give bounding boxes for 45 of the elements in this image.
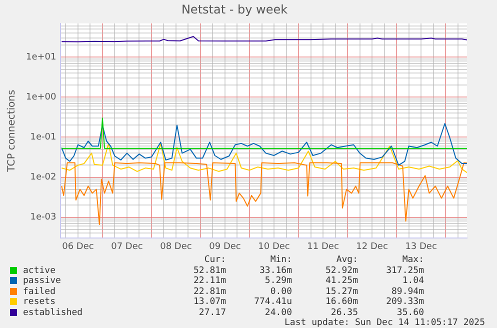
text: 5.29m bbox=[264, 276, 292, 286]
text: 24.00 bbox=[264, 308, 292, 318]
y-tick-label: 1e+01 bbox=[26, 52, 56, 63]
text: 0.00 bbox=[269, 286, 292, 297]
x-tick-label: 10 Dec bbox=[258, 242, 290, 252]
text: 209.33m bbox=[385, 297, 424, 308]
text: 317.25m bbox=[385, 266, 424, 276]
y-tick-label: 1e-02 bbox=[30, 172, 56, 183]
y-tick-label: 1e-03 bbox=[30, 212, 56, 223]
text: 41.25m bbox=[324, 276, 358, 286]
text: Avg: bbox=[335, 255, 358, 266]
text: 52.81m bbox=[192, 266, 226, 276]
text: 26.35 bbox=[330, 308, 358, 318]
y-tick-label: 1e+00 bbox=[26, 92, 57, 103]
text: Cur: bbox=[203, 255, 226, 266]
chart-title: Netstat - by week bbox=[181, 2, 288, 16]
x-tick-label: 08 Dec bbox=[160, 242, 192, 252]
text: 52.92m bbox=[324, 266, 358, 276]
x-tick-label: 11 Dec bbox=[307, 242, 339, 252]
text: 1.04 bbox=[401, 276, 424, 286]
x-tick-label: 06 Dec bbox=[62, 242, 94, 252]
legend-label: resets bbox=[22, 297, 57, 308]
legend-label: passive bbox=[22, 276, 62, 286]
text: 13.07m bbox=[192, 297, 226, 308]
text: 27.17 bbox=[198, 308, 226, 318]
text: 89.94m bbox=[390, 286, 424, 297]
x-tick-label: 07 Dec bbox=[111, 242, 143, 252]
x-tick-label: 12 Dec bbox=[356, 242, 388, 252]
text: 774.41u bbox=[253, 297, 292, 308]
text: 15.27m bbox=[324, 286, 358, 297]
legend-label: established bbox=[22, 308, 84, 318]
text: Last update: Sun Dec 14 11:05:17 2025 bbox=[284, 318, 485, 328]
text: Min: bbox=[269, 255, 292, 266]
y-axis-title: TCP connections bbox=[6, 90, 18, 173]
text: 35.60 bbox=[396, 308, 424, 318]
legend-label: failed bbox=[22, 286, 57, 297]
text: 22.11m bbox=[192, 276, 226, 286]
text: Max: bbox=[401, 255, 424, 266]
x-tick-label: 09 Dec bbox=[209, 242, 241, 252]
y-tick-label: 1e-01 bbox=[30, 132, 56, 143]
x-tick-label: 13 Dec bbox=[405, 242, 437, 252]
text: 33.16m bbox=[258, 266, 292, 276]
legend-label: active bbox=[22, 266, 57, 276]
text: 22.81m bbox=[192, 286, 226, 297]
text: 16.60m bbox=[324, 297, 358, 308]
